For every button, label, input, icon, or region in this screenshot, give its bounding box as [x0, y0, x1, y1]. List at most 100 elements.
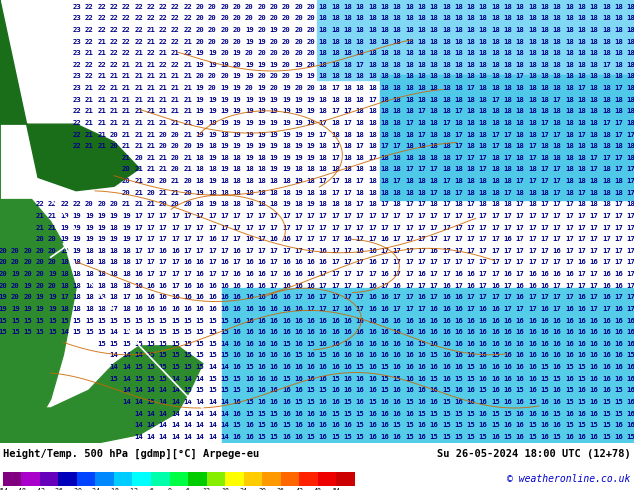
- Text: 16: 16: [392, 364, 401, 370]
- Text: 15: 15: [454, 376, 463, 382]
- Text: 16: 16: [602, 387, 611, 393]
- Text: 18: 18: [344, 15, 352, 21]
- Text: 15: 15: [36, 329, 44, 335]
- Text: 18: 18: [515, 27, 524, 33]
- Text: 19: 19: [110, 213, 119, 219]
- Text: 21: 21: [171, 190, 180, 196]
- Text: 23: 23: [73, 50, 81, 56]
- Text: 15: 15: [110, 376, 119, 382]
- Text: 17: 17: [528, 306, 537, 312]
- Text: 18: 18: [269, 178, 278, 184]
- Text: 16: 16: [245, 318, 254, 323]
- Text: 21: 21: [134, 178, 143, 184]
- Text: 21: 21: [146, 155, 155, 161]
- Text: 17: 17: [233, 259, 242, 266]
- Text: 19: 19: [196, 143, 204, 149]
- Text: 18: 18: [344, 3, 352, 10]
- Text: 15: 15: [122, 329, 131, 335]
- Text: 18: 18: [540, 143, 549, 149]
- Text: 18: 18: [614, 108, 623, 114]
- Text: -12: -12: [126, 488, 138, 490]
- Text: 20: 20: [36, 248, 44, 254]
- Text: 16: 16: [171, 248, 180, 254]
- Text: 21: 21: [158, 155, 167, 161]
- Text: 16: 16: [491, 306, 500, 312]
- Text: 16: 16: [282, 411, 290, 416]
- Text: 20: 20: [171, 143, 180, 149]
- Text: 20: 20: [146, 190, 155, 196]
- Text: 17: 17: [553, 283, 561, 289]
- Text: 17: 17: [626, 224, 634, 230]
- Text: 18: 18: [479, 74, 488, 79]
- Text: 17: 17: [269, 213, 278, 219]
- Text: 14: 14: [122, 387, 131, 393]
- Text: 20: 20: [48, 236, 57, 242]
- Text: 21: 21: [171, 50, 180, 56]
- Text: 18: 18: [515, 50, 524, 56]
- Text: 20: 20: [196, 74, 204, 79]
- Text: 14: 14: [171, 434, 180, 440]
- Text: 20: 20: [196, 39, 204, 45]
- Text: 17: 17: [590, 283, 598, 289]
- Text: 21: 21: [134, 108, 143, 114]
- Text: 18: 18: [405, 74, 413, 79]
- Text: 19: 19: [257, 131, 266, 138]
- Text: 18: 18: [319, 74, 328, 79]
- Text: 16: 16: [294, 411, 303, 416]
- Text: 16: 16: [356, 399, 365, 405]
- Text: 18: 18: [430, 120, 438, 126]
- Text: 16: 16: [306, 318, 315, 323]
- Text: 15: 15: [110, 341, 119, 347]
- Text: 16: 16: [344, 318, 352, 323]
- Text: 16: 16: [528, 376, 537, 382]
- Text: 18: 18: [368, 178, 377, 184]
- Text: 20: 20: [134, 155, 143, 161]
- Text: 16: 16: [565, 376, 574, 382]
- Text: 18: 18: [565, 155, 574, 161]
- Text: 18: 18: [491, 167, 500, 172]
- Text: 14: 14: [171, 387, 180, 393]
- Text: 18: 18: [503, 15, 512, 21]
- Text: 16: 16: [454, 271, 463, 277]
- Text: 16: 16: [380, 318, 389, 323]
- Text: 16: 16: [368, 352, 377, 358]
- Text: 17: 17: [405, 201, 413, 207]
- Text: 18: 18: [503, 167, 512, 172]
- Text: 19: 19: [269, 167, 278, 172]
- Text: 22: 22: [73, 201, 81, 207]
- Text: 19: 19: [245, 108, 254, 114]
- Text: 15: 15: [134, 318, 143, 323]
- Text: 15: 15: [331, 411, 340, 416]
- Text: 16: 16: [528, 283, 537, 289]
- Text: 20: 20: [282, 15, 290, 21]
- Text: 15: 15: [577, 364, 586, 370]
- Text: 17: 17: [60, 294, 69, 300]
- Text: 16: 16: [626, 376, 634, 382]
- Text: 18: 18: [503, 27, 512, 33]
- Text: 16: 16: [540, 411, 549, 416]
- Text: 18: 18: [515, 97, 524, 103]
- Text: 18: 18: [380, 74, 389, 79]
- Text: 16: 16: [344, 341, 352, 347]
- Text: 17: 17: [319, 131, 328, 138]
- Text: 16: 16: [257, 341, 266, 347]
- Text: 16: 16: [553, 318, 561, 323]
- Text: 20: 20: [306, 62, 315, 68]
- Text: 17: 17: [553, 131, 561, 138]
- Text: 15: 15: [97, 341, 106, 347]
- Text: 18: 18: [331, 201, 340, 207]
- Text: 15: 15: [208, 329, 217, 335]
- Text: 16: 16: [515, 434, 524, 440]
- Bar: [77, 472, 95, 486]
- Text: 17: 17: [565, 213, 574, 219]
- Text: 16: 16: [430, 364, 438, 370]
- Text: 18: 18: [467, 50, 476, 56]
- Text: 18: 18: [60, 259, 69, 266]
- Text: 19: 19: [282, 131, 290, 138]
- Text: 18: 18: [503, 85, 512, 91]
- Text: 15: 15: [122, 341, 131, 347]
- Text: 17: 17: [392, 143, 401, 149]
- Text: 16: 16: [405, 341, 413, 347]
- Text: 15: 15: [565, 387, 574, 393]
- Text: 22: 22: [171, 27, 180, 33]
